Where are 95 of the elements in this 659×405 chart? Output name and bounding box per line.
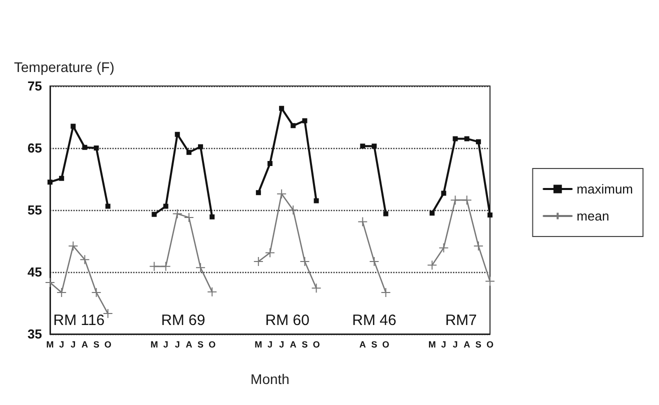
point [279,106,284,111]
x-tick-label: O [104,340,112,350]
point [430,210,435,216]
point [265,248,275,258]
point [288,205,298,215]
point [383,211,388,216]
x-tick-label: M [46,340,54,350]
x-tick-label: A [464,340,471,350]
point [485,276,495,286]
point [149,261,160,272]
point [268,161,272,166]
x-tick-label: J [163,340,168,350]
legend-label: maximum [576,182,634,196]
y-tick-label: 75 [28,78,42,94]
point [452,136,458,142]
x-tick-label: S [93,340,100,350]
x-tick-label: J [267,340,273,350]
point [358,216,368,227]
x-tick-label: O [208,340,216,350]
annotation: RM 46 [352,312,396,329]
y-tick-label: 35 [28,326,42,342]
x-tick-label: J [174,340,180,350]
point [464,136,470,142]
y-tick-label: 55 [28,202,42,218]
point [314,198,319,204]
point [210,214,215,220]
point [290,123,296,128]
point [56,287,67,298]
annotation: RM7 [445,312,477,329]
x-tick-label: A [359,340,366,350]
point [184,212,194,222]
x-tick-label: S [198,340,204,350]
point [450,195,460,206]
point [488,212,492,218]
point [172,208,182,219]
annotation: RM 69 [161,312,206,329]
point [160,261,171,272]
point [196,262,206,273]
point [360,144,366,149]
point [253,256,264,266]
x-tick-label: S [475,340,482,350]
x-tick-label: S [302,340,308,350]
point [372,144,377,149]
point [207,286,218,297]
point [68,240,78,251]
point [300,256,310,266]
point [302,118,308,124]
point [369,256,380,266]
x-tick-label: J [452,340,458,350]
x-tick-label: O [486,340,494,350]
x-tick-label: J [59,340,64,350]
annotation: RM 60 [265,312,310,329]
x-tick-label: M [428,340,436,350]
point [48,180,52,185]
point [163,204,168,209]
point [94,146,99,150]
point [80,254,90,265]
x-axis-title: Month [250,371,290,387]
x-tick-label: J [279,340,284,350]
point [441,190,446,196]
x-tick-label: J [441,340,446,350]
x-tick-label: A [186,340,193,350]
point [152,212,157,217]
x-tick-label: O [312,340,320,350]
point [82,144,88,150]
point [198,144,204,150]
point [91,287,102,298]
y-tick-label: 45 [28,264,42,280]
x-tick-label: J [70,340,76,350]
point [70,124,76,129]
point [473,240,484,251]
point [45,278,55,288]
point [276,188,287,199]
point [102,308,113,319]
point [256,190,261,196]
x-tick-label: O [382,340,390,350]
x-tick-label: A [81,340,88,350]
legend-label: mean [576,208,610,224]
y-tick-label: 65 [28,140,42,156]
point [438,242,449,253]
point [476,139,481,144]
point [186,150,192,155]
point [462,195,472,206]
x-tick-label: M [254,340,262,350]
point [59,176,64,181]
x-tick-label: M [150,340,158,350]
x-tick-label: A [290,340,297,350]
point [427,260,438,270]
point [311,283,322,294]
annotation: RM 116 [53,312,105,329]
point [174,132,180,137]
x-tick-label: S [371,340,378,350]
point [380,287,391,298]
y-axis-title: Temperature (F) [14,59,114,75]
point [105,204,110,209]
